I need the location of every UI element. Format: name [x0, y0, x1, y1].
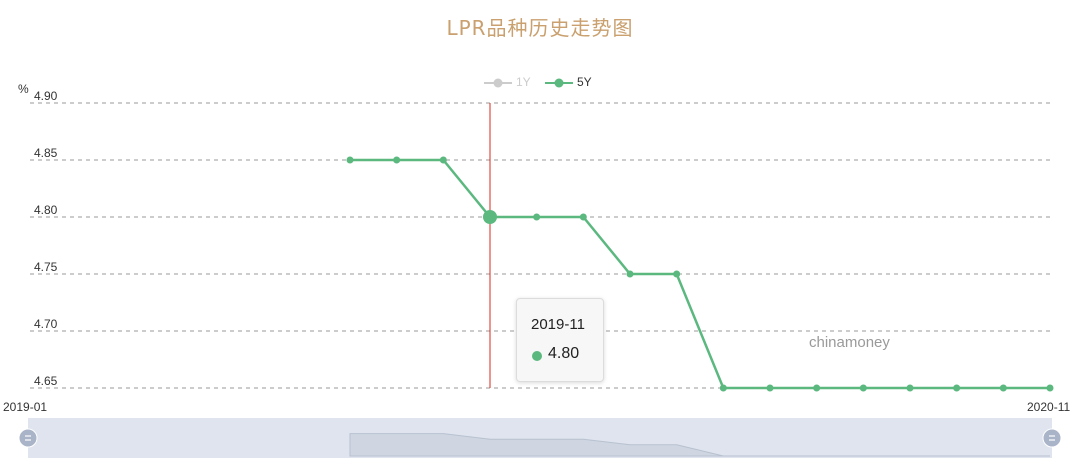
- data-point[interactable]: [813, 384, 821, 392]
- slider-preview-area: [349, 433, 1050, 457]
- data-point[interactable]: [719, 384, 727, 392]
- data-point[interactable]: [859, 384, 867, 392]
- x-axis-start-label: 2019-01: [3, 400, 48, 414]
- tooltip-date: 2019-11: [531, 316, 585, 333]
- data-point[interactable]: [673, 270, 681, 278]
- legend-item-5y[interactable]: 5Y: [545, 74, 605, 92]
- y-tick-label: 4.75: [34, 260, 58, 274]
- grid-lines: [30, 102, 1052, 389]
- legend-1y-label: 1Y: [516, 75, 531, 89]
- chart-title: LPR品种历史走势图: [446, 16, 634, 40]
- y-tick-label: 4.70: [34, 317, 58, 331]
- data-point[interactable]: [579, 213, 587, 221]
- y-tick-label: 4.80: [34, 203, 58, 217]
- data-point[interactable]: [346, 156, 354, 164]
- data-point[interactable]: [953, 384, 961, 392]
- y-tick-label: 4.90: [34, 89, 58, 103]
- data-zoom-slider[interactable]: [18, 418, 1062, 458]
- data-point[interactable]: [999, 384, 1007, 392]
- data-point[interactable]: [439, 156, 447, 164]
- slider-handle-right[interactable]: [1042, 428, 1062, 448]
- slider-handle-left[interactable]: [18, 428, 38, 448]
- x-axis-end-label: 2020-11: [1027, 400, 1071, 414]
- y-axis-unit-label: %: [18, 82, 29, 96]
- series-5y: [346, 156, 1054, 392]
- data-point[interactable]: [1046, 384, 1054, 392]
- tooltip-value: 4.80: [548, 345, 580, 362]
- data-point[interactable]: [766, 384, 774, 392]
- series-5y-line: [350, 158, 1050, 390]
- tooltip: 2019-11 4.80: [516, 298, 604, 382]
- legend-5y-marker-icon: [545, 78, 573, 88]
- legend-item-1y[interactable]: 1Y: [484, 74, 544, 92]
- data-point[interactable]: [906, 384, 914, 392]
- data-point-active[interactable]: [483, 210, 497, 224]
- legend-5y-label: 5Y: [577, 75, 592, 89]
- watermark: chinamoney: [809, 334, 890, 351]
- legend-1y-marker-icon: [484, 78, 512, 88]
- data-point[interactable]: [533, 213, 541, 221]
- tooltip-series-dot-icon: [532, 351, 542, 361]
- data-point[interactable]: [393, 156, 401, 164]
- y-tick-label: 4.85: [34, 146, 58, 160]
- y-tick-label: 4.65: [34, 374, 58, 388]
- data-point[interactable]: [626, 270, 634, 278]
